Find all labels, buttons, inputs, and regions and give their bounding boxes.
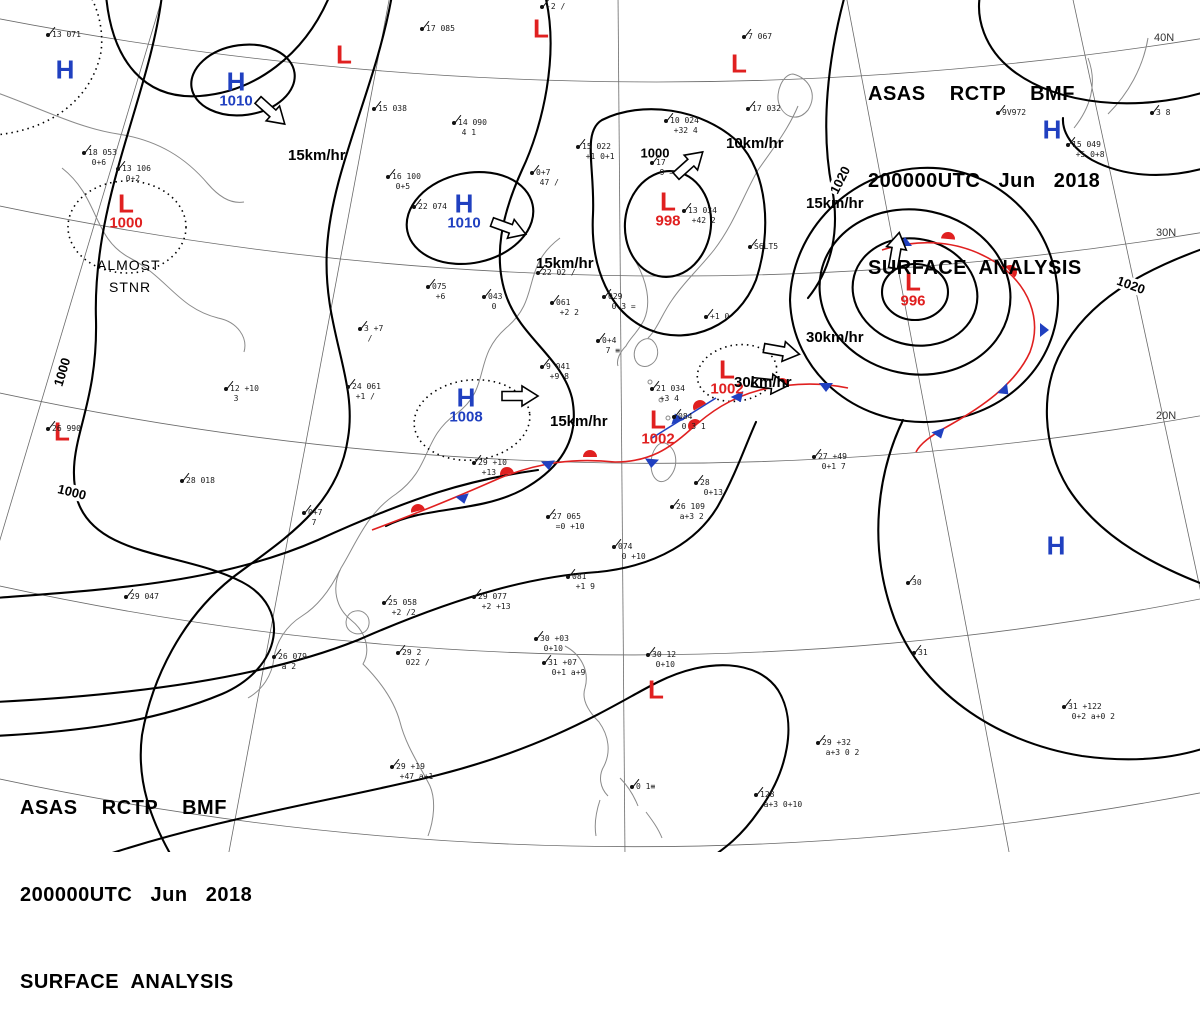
title-block-top-right: ASAS RCTP BMF 200000UTC Jun 2018 SURFACE… xyxy=(868,22,1100,312)
chart-type-line: SURFACE ANALYSIS xyxy=(20,971,234,993)
cold-front-segment xyxy=(651,397,717,439)
movement-arrow xyxy=(487,211,531,245)
occluded-front xyxy=(881,231,1049,453)
coastlines xyxy=(0,37,1149,839)
stationary-front xyxy=(371,377,849,531)
surface-analysis-chart: H H 1010 H 1010 H 1008 H H L L 1000 L L 998 L L 996 L 1002 L… xyxy=(0,0,1200,852)
movement-arrow xyxy=(501,385,539,407)
chart-time-line: 200000UTC Jun 2018 xyxy=(868,170,1101,192)
title-block-bottom-left: ASAS RCTP BMF 200000UTC Jun 2018 SURFACE… xyxy=(20,736,252,1026)
surface-analysis-map xyxy=(0,0,1200,852)
chart-id-line: ASAS RCTP BMF xyxy=(20,797,227,819)
chart-id-line: ASAS RCTP BMF xyxy=(868,83,1075,105)
isobars xyxy=(0,0,1200,852)
fronts xyxy=(371,231,1049,531)
chart-time-line: 200000UTC Jun 2018 xyxy=(20,884,253,906)
movement-arrows xyxy=(250,91,910,407)
dashed-isobars xyxy=(0,0,778,462)
movement-arrow xyxy=(761,337,802,365)
movement-arrow xyxy=(750,371,790,397)
graticule xyxy=(0,0,1200,852)
chart-type-line: SURFACE ANALYSIS xyxy=(868,257,1082,279)
